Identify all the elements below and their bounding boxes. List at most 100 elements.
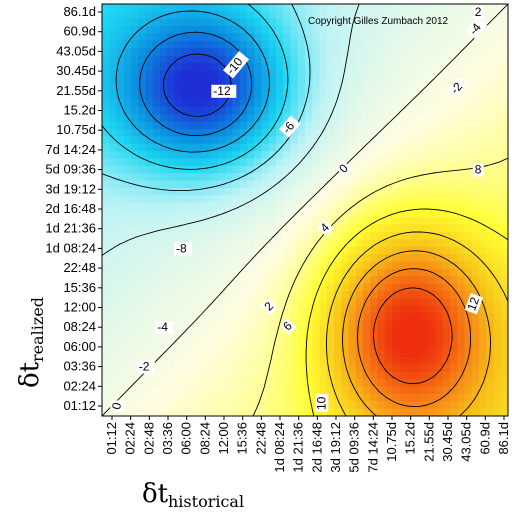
heatmap-cell: [479, 143, 487, 152]
heatmap-cell: [210, 393, 219, 402]
heatmap-cell: [254, 77, 263, 86]
heatmap-cell: [305, 408, 313, 416]
heatmap-cell: [152, 386, 161, 395]
heatmap-cell: [123, 92, 132, 101]
heatmap-cell: [341, 386, 350, 395]
heatmap-cell: [196, 48, 205, 57]
heatmap-cell: [102, 327, 110, 336]
heatmap-cell: [138, 77, 147, 86]
heatmap-cell: [189, 158, 197, 167]
heatmap-cell: [464, 357, 473, 366]
heatmap-cell: [196, 224, 205, 233]
heatmap-cell: [123, 268, 132, 277]
heatmap-cell: [305, 349, 313, 358]
heatmap-cell: [174, 313, 183, 321]
heatmap-cell: [131, 48, 139, 57]
heatmap-cell: [167, 283, 176, 292]
heatmap-cell: [290, 202, 299, 211]
heatmap-cell: [138, 224, 147, 233]
heatmap-cell: [421, 70, 429, 79]
heatmap-cell: [305, 254, 313, 263]
heatmap-cell: [102, 283, 110, 292]
heatmap-cell: [370, 232, 379, 241]
heatmap-cell: [421, 386, 429, 395]
heatmap-cell: [399, 151, 408, 160]
heatmap-cell: [152, 136, 161, 145]
heatmap-cell: [442, 335, 451, 344]
heatmap-cell: [247, 393, 255, 402]
heatmap-cell: [428, 232, 437, 241]
heatmap-cell: [486, 84, 495, 93]
heatmap-cell: [435, 364, 444, 373]
heatmap-cell: [174, 335, 183, 344]
heatmap-cell: [203, 364, 212, 373]
heatmap-cell: [102, 276, 110, 285]
heatmap-cell: [312, 335, 321, 344]
heatmap-cell: [312, 320, 321, 329]
heatmap-cell: [283, 92, 292, 101]
heatmap-cell: [210, 246, 219, 255]
heatmap-cell: [116, 290, 125, 299]
heatmap-cell: [399, 165, 408, 174]
heatmap-cell: [138, 202, 147, 211]
heatmap-cell: [297, 55, 306, 64]
heatmap-cell: [254, 254, 263, 263]
heatmap-cell: [312, 121, 321, 130]
heatmap-cell: [218, 48, 226, 57]
heatmap-cell: [247, 99, 255, 108]
heatmap-cell: [421, 349, 429, 358]
heatmap-cell: [254, 268, 263, 277]
heatmap-cell: [181, 408, 190, 416]
heatmap-cell: [348, 99, 357, 108]
heatmap-cell: [442, 254, 451, 263]
heatmap-cell: [493, 70, 502, 79]
heatmap-cell: [486, 401, 495, 410]
heatmap-cell: [145, 107, 154, 115]
heatmap-cell: [145, 335, 154, 344]
heatmap-cell: [355, 129, 364, 138]
heatmap-cell: [181, 305, 190, 314]
contour-label-text: -12: [213, 84, 231, 98]
x-tick-label: 02:48: [141, 422, 156, 455]
heatmap-cell: [363, 4, 371, 12]
y-tick-label: 5d 09:36: [45, 162, 96, 177]
heatmap-cell: [442, 158, 451, 167]
contour-line: [252, 157, 508, 416]
heatmap-cell: [355, 18, 364, 27]
heatmap-cell: [457, 327, 466, 336]
heatmap-cell: [196, 379, 205, 388]
heatmap-cell: [399, 18, 408, 27]
heatmap-cell: [479, 77, 487, 86]
heatmap-cell: [247, 143, 255, 152]
heatmap-cell: [232, 180, 241, 189]
heatmap-cell: [348, 305, 357, 314]
heatmap-cell: [196, 393, 205, 402]
heatmap-cell: [283, 335, 292, 344]
heatmap-cell: [334, 364, 342, 373]
heatmap-cell: [435, 276, 444, 285]
heatmap-cell: [377, 320, 386, 329]
heatmap-cell: [196, 4, 205, 12]
heatmap-cell: [421, 210, 429, 218]
heatmap-cell: [479, 364, 487, 373]
y-tick-label: 2d 16:48: [45, 201, 96, 216]
heatmap-cell: [464, 320, 473, 329]
heatmap-cell: [392, 121, 400, 130]
heatmap-cell: [479, 254, 487, 263]
heatmap-cell: [210, 121, 219, 130]
heatmap-cell: [421, 99, 429, 108]
heatmap-cell: [109, 121, 118, 130]
heatmap-cell: [181, 4, 190, 12]
heatmap-cell: [406, 158, 415, 167]
heatmap-cell: [305, 290, 313, 299]
heatmap-cell: [123, 320, 132, 329]
heatmap-cell: [334, 239, 342, 248]
heatmap-cell: [218, 371, 226, 380]
heatmap-cell: [500, 11, 508, 20]
heatmap-cell: [196, 283, 205, 292]
heatmap-cell: [355, 290, 364, 299]
heatmap-cell: [442, 393, 451, 402]
heatmap-cell: [145, 283, 154, 292]
heatmap-cell: [493, 371, 502, 380]
heatmap-cell: [341, 77, 350, 86]
